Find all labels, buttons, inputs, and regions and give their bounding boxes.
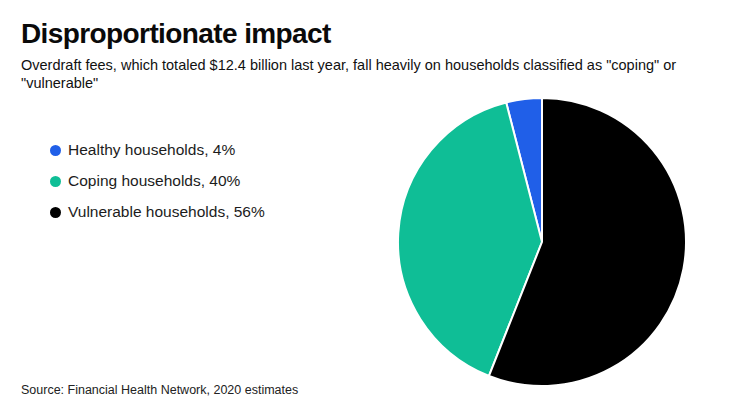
source-note: Source: Financial Health Network, 2020 e… — [21, 383, 298, 397]
pie-chart — [0, 0, 740, 416]
